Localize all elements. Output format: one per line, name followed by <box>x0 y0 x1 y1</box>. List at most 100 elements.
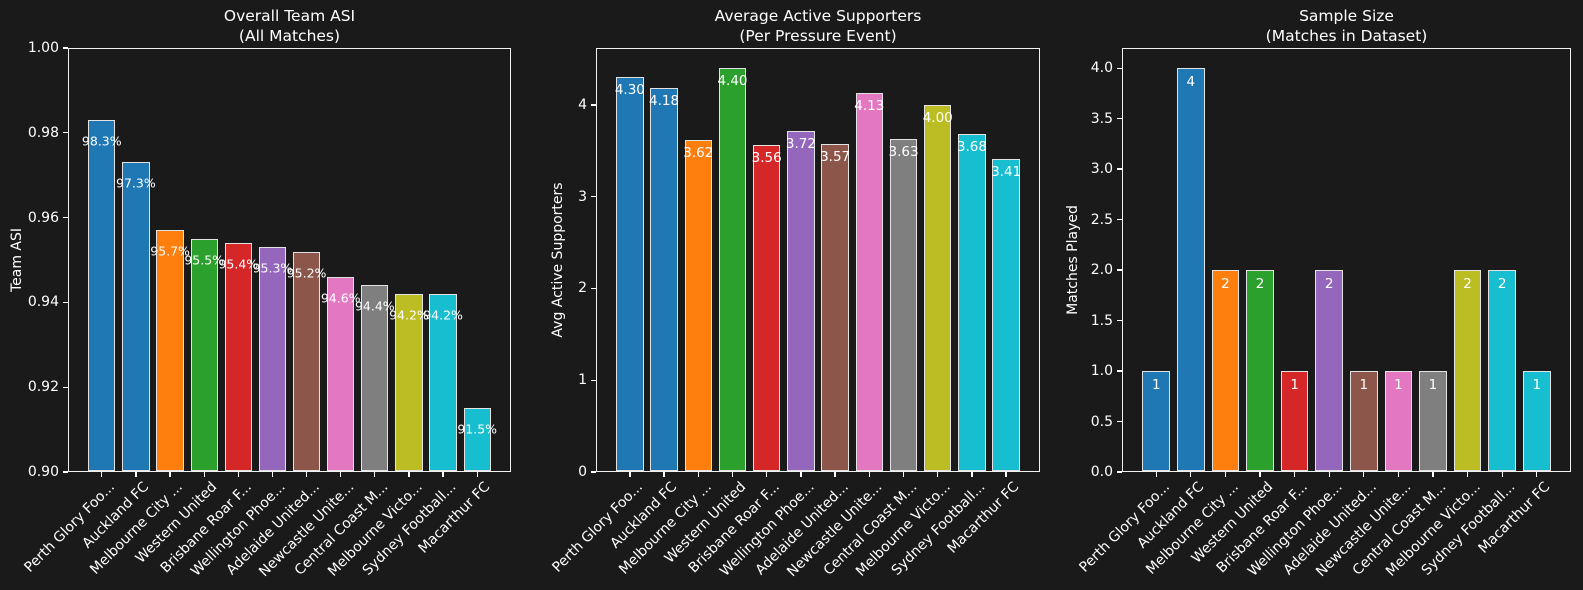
bar <box>821 144 849 471</box>
y-tick-label: 4.0 <box>1090 60 1113 77</box>
chart-title-block: Average Active Supporters (Per Pressure E… <box>715 6 922 46</box>
x-tick-mark <box>902 472 905 477</box>
y-tick-label: 3.5 <box>1090 110 1113 127</box>
bar <box>224 243 252 471</box>
bar <box>429 293 457 471</box>
x-tick-mark <box>305 472 308 477</box>
y-tick-mark <box>63 301 68 304</box>
y-tick-mark <box>591 196 596 198</box>
y-tick-mark <box>591 104 596 106</box>
bar-value-label: 3.63 <box>888 143 919 160</box>
bar <box>1211 270 1240 471</box>
y-tick-label: 1.0 <box>1090 363 1113 380</box>
bar <box>156 230 184 471</box>
y-tick-label: 0.94 <box>27 294 59 311</box>
bar-value-label: 91.5% <box>457 421 498 437</box>
x-tick-mark <box>1005 472 1007 477</box>
y-tick-mark <box>591 379 596 381</box>
x-tick-mark <box>101 472 103 477</box>
x-tick-mark <box>169 472 171 477</box>
bar <box>992 159 1020 471</box>
plot-area <box>68 48 511 472</box>
y-tick-mark <box>591 287 596 290</box>
bar-value-label: 4.40 <box>717 73 748 90</box>
x-tick-mark <box>766 472 768 477</box>
bar-value-label: 3.57 <box>820 149 851 166</box>
x-tick-mark <box>697 472 699 477</box>
y-tick-mark <box>1117 269 1122 271</box>
x-tick-mark <box>868 472 870 477</box>
y-tick-label: 3.0 <box>1090 161 1113 178</box>
bar-value-label: 4.30 <box>614 82 645 99</box>
bar <box>1246 270 1274 471</box>
bar-value-label: 2 <box>1324 276 1334 293</box>
y-tick-label: 0.90 <box>27 464 59 480</box>
bar-value-label: 95.3% <box>252 260 293 276</box>
bar-value-label: 4.00 <box>922 109 953 126</box>
bar <box>292 251 321 471</box>
bar-value-label: 95.4% <box>218 256 259 272</box>
bar <box>1315 270 1344 471</box>
chart-title: Overall Team ASI <box>223 7 356 25</box>
y-tick-label: 0.98 <box>27 124 59 141</box>
x-tick-mark <box>663 472 665 477</box>
x-tick-mark <box>1432 472 1434 477</box>
bar <box>924 104 952 471</box>
bar <box>1419 371 1447 471</box>
y-tick-label: 0.96 <box>27 209 59 226</box>
bar <box>1177 68 1205 471</box>
x-tick-mark <box>1293 472 1296 477</box>
bar-value-label: 2 <box>1255 276 1265 293</box>
y-tick-label: 0.0 <box>1090 464 1113 480</box>
y-tick-label: 0 <box>578 464 587 480</box>
y-tick-label: 1.5 <box>1090 312 1113 329</box>
x-tick-mark <box>1259 472 1261 477</box>
bar <box>889 138 918 471</box>
x-tick-mark <box>800 472 802 477</box>
x-tick-mark <box>374 472 376 477</box>
bar <box>787 130 815 471</box>
y-tick-mark <box>1117 370 1122 372</box>
bar-value-label: 94.4% <box>354 298 395 314</box>
y-tick-label: 2.0 <box>1090 262 1113 279</box>
bar-value-label: 3.68 <box>956 139 987 156</box>
bar-value-label: 1 <box>1151 377 1161 394</box>
bar-value-label: 3.72 <box>785 135 816 152</box>
y-tick-mark <box>63 132 68 134</box>
bar-value-label: 4.13 <box>854 97 885 114</box>
x-tick-mark <box>237 472 239 477</box>
x-tick-mark <box>937 472 939 477</box>
chart-subtitle: (All Matches) <box>238 27 341 45</box>
y-tick-mark <box>63 216 68 219</box>
x-tick-mark <box>834 472 836 477</box>
bar-value-label: 94.6% <box>320 290 361 306</box>
x-tick-mark <box>340 472 342 477</box>
x-tick-mark <box>135 472 137 477</box>
y-tick-label: 3 <box>578 188 587 205</box>
bar <box>258 247 287 471</box>
y-tick-mark <box>1117 420 1122 423</box>
y-tick-mark <box>1117 118 1122 120</box>
bar-value-label: 2 <box>1221 276 1230 293</box>
bar <box>1522 371 1551 471</box>
x-tick-mark <box>1155 472 1157 477</box>
x-tick-mark <box>1501 472 1503 477</box>
bar <box>122 162 150 471</box>
x-tick-mark <box>1536 472 1538 477</box>
bar-value-label: 97.3% <box>116 175 156 191</box>
bar-value-label: 95.7% <box>150 243 190 259</box>
bar <box>361 285 389 471</box>
bar <box>1142 371 1171 471</box>
bar <box>650 88 678 471</box>
y-tick-label: 1 <box>578 372 587 389</box>
bar <box>1384 371 1413 471</box>
chart-title-block: Sample Size (Matches in Dataset) <box>1266 6 1428 46</box>
y-tick-label: 0.92 <box>27 379 59 396</box>
x-tick-mark <box>1466 472 1469 477</box>
x-tick-mark <box>442 472 444 477</box>
chart-title: Average Active Supporters <box>714 7 922 25</box>
bar-value-label: 94.2% <box>389 307 429 323</box>
